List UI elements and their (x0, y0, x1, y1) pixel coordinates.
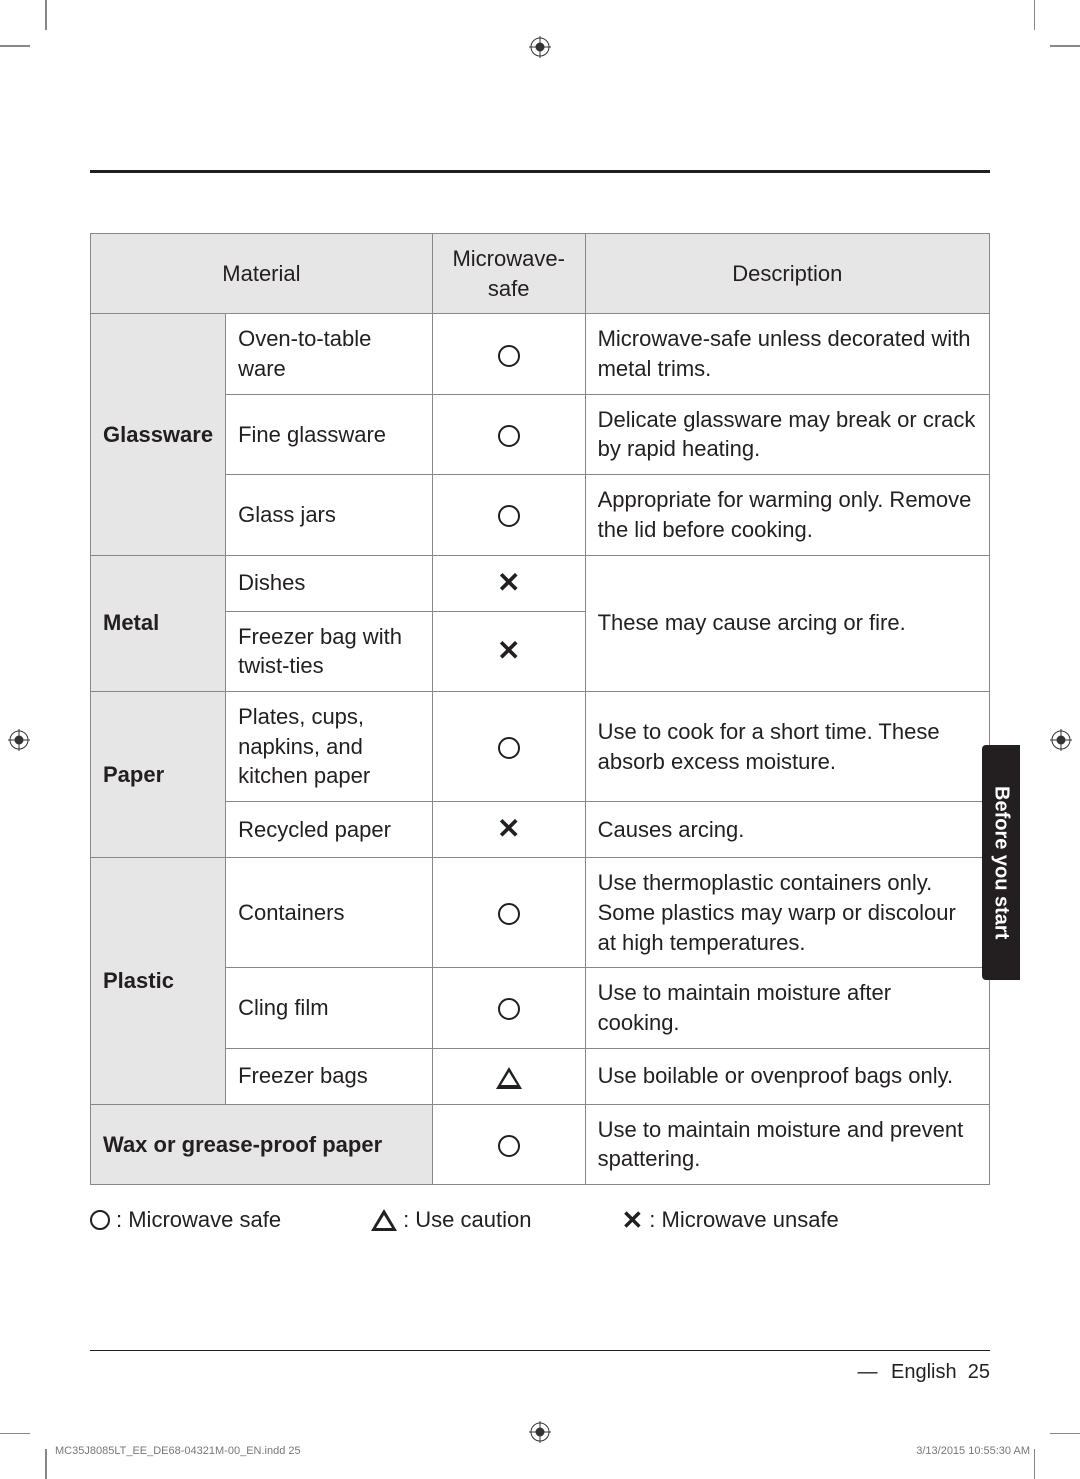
description-cell: Use thermoplastic containers only. Some … (585, 858, 989, 968)
description-cell: Use to maintain moisture after cooking. (585, 968, 989, 1048)
side-tab: Before you start (982, 745, 1020, 980)
material-sub: Containers (226, 858, 433, 968)
description-cell: Appropriate for warming only. Remove the… (585, 475, 989, 555)
description-cell: Causes arcing. (585, 802, 989, 858)
description-cell: Delicate glassware may break or crack by… (585, 394, 989, 474)
legend-safe: : Microwave safe (90, 1207, 281, 1233)
description-cell: These may cause arcing or fire. (585, 555, 989, 691)
material-sub: Plates, cups, napkins, and kitchen paper (226, 691, 433, 801)
material-sub: Cling film (226, 968, 433, 1048)
registration-mark-left (8, 729, 30, 751)
page-footer: — English 25 (90, 1350, 990, 1384)
legend-caution: : Use caution (371, 1207, 531, 1233)
safe-cell: ✕ (432, 802, 585, 858)
table-row: PaperPlates, cups, napkins, and kitchen … (91, 691, 990, 801)
safe-cell (432, 1048, 585, 1104)
print-footer-right: 3/13/2015 10:55:30 AM (916, 1445, 1030, 1457)
material-sub: Oven-to-table ware (226, 314, 433, 394)
materials-table: Material Microwave-safe Description Glas… (90, 233, 990, 1185)
table-row: GlasswareOven-to-table wareMicrowave-saf… (91, 314, 990, 394)
table-row: PlasticContainersUse thermoplastic conta… (91, 858, 990, 968)
footer-page: 25 (968, 1361, 990, 1383)
safe-cell (432, 968, 585, 1048)
safe-cell (432, 314, 585, 394)
description-cell: Use to maintain moisture and prevent spa… (585, 1104, 989, 1184)
footer-lang: English (891, 1361, 957, 1383)
table-row: Wax or grease-proof paper Use to maintain… (91, 1104, 990, 1184)
material-sub: Glass jars (226, 475, 433, 555)
material-sub: Fine glassware (226, 394, 433, 474)
th-material: Material (91, 234, 433, 314)
legend: : Microwave safe : Use caution ✕: Microw… (90, 1207, 990, 1233)
page-content: Material Microwave-safe Description Glas… (90, 170, 990, 1233)
registration-mark-bottom (529, 1421, 551, 1443)
table-row: Freezer bags Use boilable or ovenproof ba… (91, 1048, 990, 1104)
top-rule (90, 170, 990, 173)
th-safe: Microwave-safe (432, 234, 585, 314)
material-sub: Freezer bag with twist-ties (226, 611, 433, 691)
material-category: Metal (91, 555, 226, 691)
material-sub: Dishes (226, 555, 433, 611)
legend-unsafe: ✕: Microwave unsafe (621, 1207, 838, 1233)
table-row: MetalDishes✕These may cause arcing or fi… (91, 555, 990, 611)
safe-cell (432, 1104, 585, 1184)
safe-cell (432, 475, 585, 555)
crop-mark (0, 1433, 30, 1435)
th-description: Description (585, 234, 989, 314)
material-sub: Recycled paper (226, 802, 433, 858)
safe-cell (432, 858, 585, 968)
safe-cell (432, 691, 585, 801)
material-category: Paper (91, 691, 226, 857)
crop-mark (45, 0, 47, 30)
material-category: Plastic (91, 858, 226, 1105)
footer-dash: — (857, 1361, 875, 1383)
crop-mark (1034, 1449, 1036, 1479)
description-cell: Microwave-safe unless decorated with met… (585, 314, 989, 394)
crop-mark (45, 1449, 47, 1479)
crop-mark (1050, 45, 1080, 47)
crop-mark (0, 45, 30, 47)
material-full: Wax or grease-proof paper (91, 1104, 433, 1184)
safe-cell (432, 394, 585, 474)
table-row: Recycled paper✕Causes arcing. (91, 802, 990, 858)
print-footer-left: MC35J8085LT_EE_DE68-04321M-00_EN.indd 25 (55, 1445, 301, 1457)
safe-cell: ✕ (432, 555, 585, 611)
table-row: Glass jars Appropriate for warming only. … (91, 475, 990, 555)
table-row: Fine glassware Delicate glassware may bre… (91, 394, 990, 474)
crop-mark (1050, 1433, 1080, 1435)
crop-mark (1034, 0, 1036, 30)
registration-mark-right (1050, 729, 1072, 751)
description-cell: Use to cook for a short time. These abso… (585, 691, 989, 801)
safe-cell: ✕ (432, 611, 585, 691)
material-sub: Freezer bags (226, 1048, 433, 1104)
table-row: Cling film Use to maintain moisture after… (91, 968, 990, 1048)
registration-mark-top (529, 36, 551, 58)
print-footer: MC35J8085LT_EE_DE68-04321M-00_EN.indd 25… (55, 1445, 1030, 1457)
material-category: Glassware (91, 314, 226, 555)
description-cell: Use boilable or ovenproof bags only. (585, 1048, 989, 1104)
